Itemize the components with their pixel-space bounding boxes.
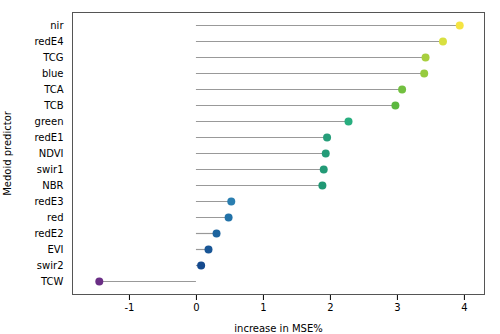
svg-text:red: red <box>47 212 63 223</box>
svg-text:0: 0 <box>193 302 199 313</box>
svg-text:NDVI: NDVI <box>39 148 64 159</box>
svg-text:3: 3 <box>394 302 400 313</box>
svg-text:Medoid predictor: Medoid predictor <box>2 110 13 196</box>
svg-text:redE2: redE2 <box>34 228 63 239</box>
svg-text:swir2: swir2 <box>37 260 64 271</box>
svg-text:NBR: NBR <box>42 180 63 191</box>
svg-text:swir1: swir1 <box>37 164 64 175</box>
svg-text:2: 2 <box>327 302 333 313</box>
svg-text:green: green <box>35 116 64 127</box>
svg-text:TCB: TCB <box>43 100 64 111</box>
svg-text:blue: blue <box>42 68 64 79</box>
svg-text:4: 4 <box>461 302 467 313</box>
svg-text:nir: nir <box>50 20 64 31</box>
svg-text:redE4: redE4 <box>34 36 63 47</box>
svg-text:1: 1 <box>260 302 266 313</box>
svg-text:TCG: TCG <box>42 52 63 63</box>
svg-text:redE3: redE3 <box>34 196 63 207</box>
svg-text:TCW: TCW <box>40 276 64 287</box>
svg-text:increase in MSE%: increase in MSE% <box>234 323 322 334</box>
svg-text:redE1: redE1 <box>34 132 63 143</box>
svg-text:-1: -1 <box>124 302 134 313</box>
svg-text:TCA: TCA <box>43 84 64 95</box>
svg-text:EVI: EVI <box>47 244 63 255</box>
